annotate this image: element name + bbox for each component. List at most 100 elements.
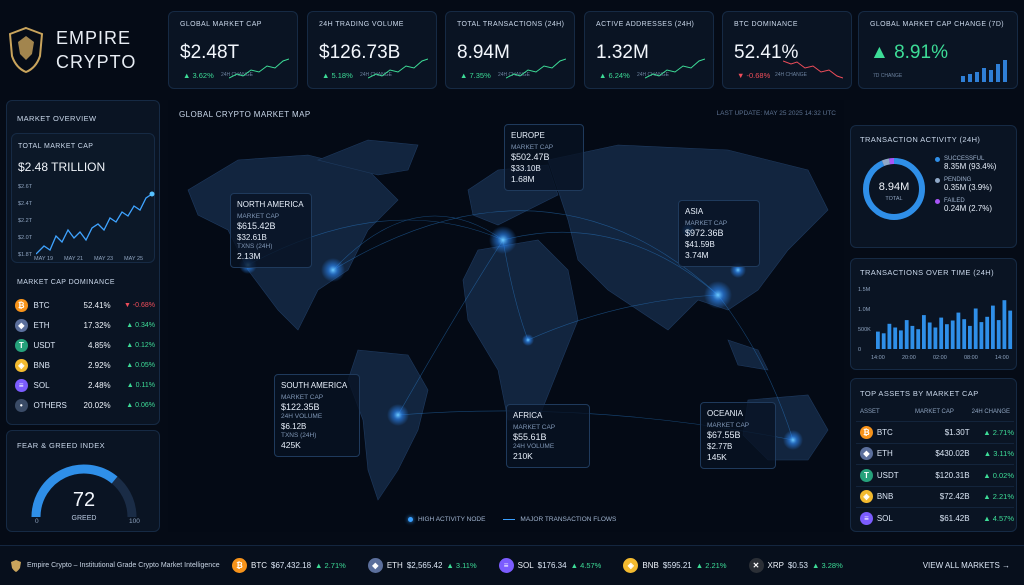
region-vol-label: 24H VOLUME — [281, 413, 323, 420]
region-volume: $2.77B — [707, 442, 733, 451]
kpi-card[interactable]: GLOBAL MARKET CAP $2.48T ▲ 3.62% 24H CHANGE — [168, 11, 298, 89]
dominance-row[interactable]: ◈ BNB 2.92% ▲ 0.05% — [15, 355, 155, 375]
kpi-label: ACTIVE ADDRESSES (24H) — [596, 21, 695, 28]
tx-legend-label: FAILED — [944, 198, 965, 204]
total-market-cap-value: $2.48 TRILLION — [18, 160, 106, 174]
tx-bar — [933, 327, 938, 349]
asset-row[interactable]: ◈ BNB $72.42B ▲ 2.21% — [856, 485, 1014, 508]
brand-name-line1: EMPIRE — [56, 28, 132, 48]
asset-symbol: SOL — [876, 513, 893, 523]
tx-bar — [899, 330, 903, 349]
kpi-change: ▼ -0.68% — [737, 71, 771, 80]
asset-symbol: BNB — [876, 492, 894, 502]
fear-greed-label: GREED — [71, 515, 97, 522]
header-asset: ASSET — [860, 409, 880, 415]
region-name: OCEANIA — [707, 409, 744, 418]
ticker-item[interactable]: ◆ ETH $2,565.42 ▲ 3.11% — [367, 558, 477, 573]
tx-bar — [922, 315, 926, 349]
dominance-row[interactable]: T USDT 4.85% ▲ 0.12% — [15, 335, 155, 355]
region-market-cap: $67.55B — [707, 430, 741, 440]
tx-bar — [939, 317, 944, 349]
kpi-card[interactable]: BTC DOMINANCE 52.41% ▼ -0.68% 24H CHANGE — [722, 11, 852, 89]
kpi-sparkline — [506, 58, 566, 79]
tx-bar-chart — [876, 300, 1013, 349]
asset-cap: $72.42B — [939, 492, 970, 502]
region-mc-label: MARKET CAP — [281, 394, 324, 401]
dominance-change: ▲ 0.34% — [126, 321, 155, 329]
tx-bar — [916, 329, 921, 349]
ticker-item[interactable]: ≡ SOL $176.34 ▲ 4.57% — [498, 558, 601, 573]
region-mc-label: MARKET CAP — [237, 213, 280, 220]
dominance-pct: 4.85% — [87, 340, 111, 350]
dominance-symbol: ETH — [33, 320, 50, 330]
node-dot-icon — [408, 516, 413, 522]
tx-bar — [1008, 310, 1013, 349]
region-transactions: 3.74M — [685, 250, 709, 260]
tx-bar — [893, 327, 898, 349]
asset-row[interactable]: T USDT $120.31B ▲ 0.02% — [856, 464, 1014, 486]
tx-total-label: TOTAL — [885, 196, 903, 202]
dominance-row[interactable]: ≡ SOL 2.48% ▲ 0.11% — [15, 375, 155, 395]
brand-name-line2: CRYPTO — [56, 52, 137, 72]
map-title: GLOBAL CRYPTO MARKET MAP — [179, 110, 311, 119]
header-change: 24H CHANGE — [971, 409, 1010, 415]
kpi-value: ▲ 8.91% — [870, 42, 948, 63]
x-tick: 20:00 — [902, 355, 916, 361]
asset-row[interactable]: ₿ BTC $1.30T ▲ 2.71% — [856, 421, 1014, 443]
region-tx-label: TXNS (24H) — [237, 243, 273, 250]
region-mc-label: MARKET CAP — [685, 220, 728, 227]
y-tick: $2.0T — [18, 235, 33, 241]
region-card[interactable]: OCEANIA MARKET CAP $67.55B $2.77B 145K — [700, 402, 776, 469]
tx-legend-value: 8.35M (93.4%) — [944, 162, 997, 171]
bnb-coin-icon: ◈ — [623, 558, 639, 573]
asset-row[interactable]: ≡ SOL $61.42B ▲ 4.57% — [856, 507, 1014, 529]
legend-dot-icon — [935, 198, 940, 204]
ticker-price: $595.21 — [662, 561, 692, 570]
kpi-change: ▲ 7.35% — [460, 71, 491, 80]
ticker-change: ▲ 3.28% — [812, 561, 843, 570]
tx-bar — [962, 319, 967, 349]
kpi-value: $126.73B — [319, 42, 401, 63]
kpi-card[interactable]: TOTAL TRANSACTIONS (24H) 8.94M ▲ 7.35% 24H … — [445, 11, 575, 89]
eth-coin-icon: ◆ — [15, 318, 28, 332]
kpi-card[interactable]: ACTIVE ADDRESSES (24H) 1.32M ▲ 6.24% 24H CH… — [584, 11, 714, 89]
region-mc-label: MARKET CAP — [513, 424, 556, 431]
eth-coin-icon: ◆ — [860, 447, 873, 461]
ticker-tagline: Empire Crypto – Institutional Grade Cryp… — [27, 562, 220, 569]
y-tick: $2.6T — [18, 184, 33, 190]
tx-bar — [945, 324, 949, 349]
dominance-pct: 52.41% — [83, 300, 111, 310]
map-last-update: LAST UPDATE: MAY 25 2025 14:32 UTC — [716, 110, 836, 117]
kpi-change: ▲ 6.24% — [599, 71, 630, 80]
region-market-cap: $122.35B — [281, 402, 320, 412]
region-card[interactable]: NORTH AMERICA MARKET CAP $615.42B $32.61B TX… — [230, 193, 312, 268]
top-assets-header: ASSET MARKET CAP 24H CHANGE — [860, 409, 1010, 415]
region-card[interactable]: SOUTH AMERICA MARKET CAP $122.35B 24H VOLUM… — [274, 374, 360, 457]
ticker-item[interactable]: ✕ XRP $0.53 ▲ 3.28% — [748, 558, 843, 573]
region-card[interactable]: EUROPE MARKET CAP $502.47B $33.10B 1.68M — [504, 124, 584, 191]
flow-line-icon — [503, 518, 516, 520]
dominance-row[interactable]: ₿ BTC 52.41% ▼ -0.68% — [15, 295, 155, 315]
tx-legend-label: PENDING — [944, 177, 972, 183]
ticker-item[interactable]: ₿ BTC $67,432.18 ▲ 2.71% — [232, 558, 346, 573]
sol-coin-icon: ≡ — [15, 378, 28, 392]
region-transactions: 145K — [707, 452, 727, 462]
ticker-item[interactable]: ◈ BNB $595.21 ▲ 2.21% — [623, 558, 727, 573]
ticker-price: $0.53 — [787, 561, 808, 570]
region-card[interactable]: AFRICA MARKET CAP $55.61B 24H VOLUME 210K — [506, 404, 590, 468]
dominance-row[interactable]: • OTHERS 20.02% ▲ 0.06% — [15, 395, 155, 415]
kpi-sparkline — [961, 60, 1007, 82]
view-all-markets-link[interactable]: VIEW ALL MARKETS → — [922, 561, 1010, 570]
region-vol-label: 24H VOLUME — [513, 443, 555, 450]
kpi-card[interactable]: 24H TRADING VOLUME $126.73B ▲ 5.18% 24H CHA… — [307, 11, 437, 89]
region-name: NORTH AMERICA — [237, 200, 304, 209]
dominance-row[interactable]: ◆ ETH 17.32% ▲ 0.34% — [15, 315, 155, 335]
dominance-symbol: USDT — [33, 340, 56, 350]
asset-row[interactable]: ◆ ETH $430.02B ▲ 3.11% — [856, 442, 1014, 465]
market-map[interactable]: GLOBAL CRYPTO MARKET MAP LAST UPDATE: MA… — [168, 100, 844, 532]
region-card[interactable]: ASIA MARKET CAP $972.36B $41.59B 3.74M — [678, 200, 760, 267]
asset-symbol: BTC — [876, 427, 893, 437]
y-tick: 500K — [858, 327, 871, 333]
btc-coin-icon: ₿ — [232, 558, 247, 573]
kpi-card[interactable]: GLOBAL MARKET CAP CHANGE (7D) ▲ 8.91% 7D C… — [858, 11, 1018, 89]
